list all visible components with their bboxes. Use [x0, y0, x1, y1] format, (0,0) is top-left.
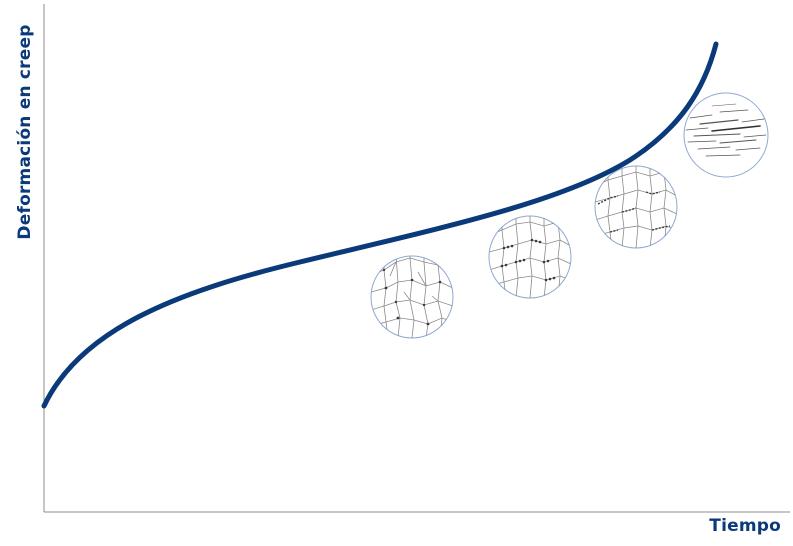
- micrograph-stage-2: [488, 215, 572, 299]
- micrograph-stage-4: [683, 92, 769, 178]
- micrograph-stage-1: [370, 255, 454, 339]
- creep-curve: [41, 41, 719, 409]
- micrograph-stage-3: [594, 165, 678, 249]
- x-axis-label: Tiempo: [709, 516, 781, 536]
- y-axis-label: Deformación en creep: [15, 24, 35, 240]
